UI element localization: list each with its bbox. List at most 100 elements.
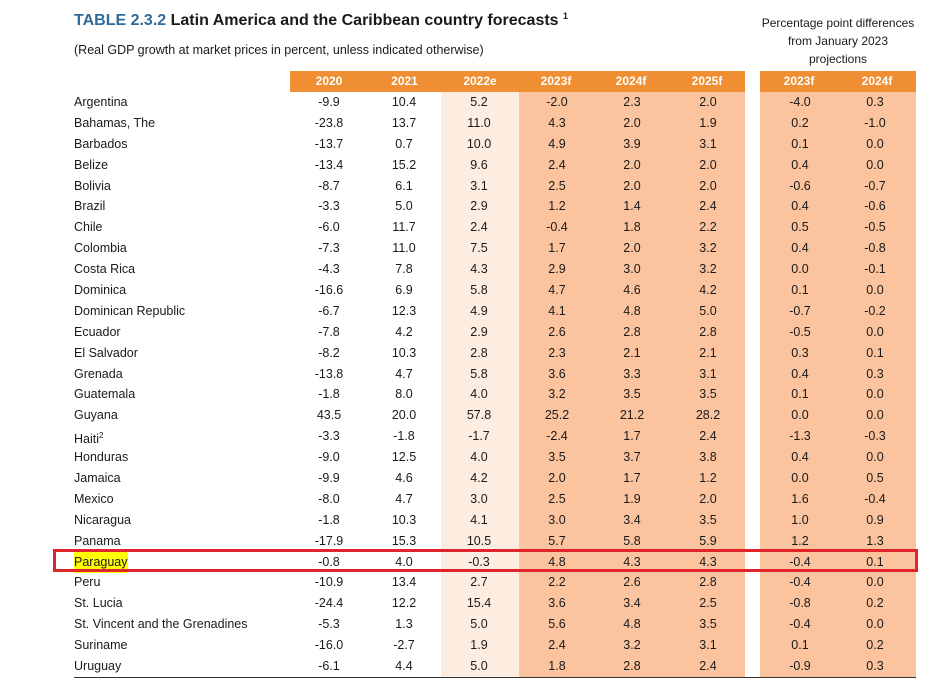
cell-2024f: 1.7 [623,471,641,486]
header-diff-2024f: 2024f [861,74,893,88]
cell-2021: 12.5 [391,450,417,465]
cell-diff-2023f: 0.1 [791,638,809,653]
cell-2020: -8.2 [318,345,340,360]
cell-2025f: 5.9 [699,533,717,548]
cell-diff-2024f: -0.5 [864,220,886,235]
cell-2023f: 2.4 [548,638,566,653]
country-name: Dominican Republic [74,301,185,322]
header-main: 2020 2021 2022e 2023f 2024f 2025f [290,71,745,92]
table-row: Mexico -8.0 4.7 3.0 2.5 1.9 2.0 1.6 -0.4 [74,489,916,510]
cell-2023f: 3.6 [548,596,566,611]
cell-diff-2024f: -0.3 [864,429,886,444]
table-row: Dominica -16.6 6.9 5.8 4.7 4.6 4.2 0.1 0.0 [74,280,916,301]
cell-2024f: 2.8 [623,324,641,339]
country-name: Grenada [74,364,123,385]
cell-diff-2024f: 0.3 [866,366,884,381]
cell-2023f: 4.3 [548,115,566,130]
cell-2023f: 3.0 [548,512,566,527]
cell-2021: 4.7 [395,491,413,506]
cell-2021: 13.7 [391,115,417,130]
country-label: El Salvador [74,345,138,360]
cell-2024f: 2.1 [623,345,641,360]
cell-2021: 7.8 [395,262,413,277]
country-label: Barbados [74,136,128,151]
cell-2025f: 3.5 [699,387,717,402]
country-name: Brazil [74,196,105,217]
cell-2025f: 2.2 [699,220,717,235]
cell-2020: -13.7 [314,136,344,151]
cell-2020: -9.9 [318,471,340,486]
cell-diff-2023f: 1.6 [791,491,809,506]
cell-2023f: 2.3 [548,345,566,360]
cell-2025f: 2.5 [699,596,717,611]
cell-2025f: 3.2 [699,262,717,277]
country-name: Uruguay [74,656,121,677]
cell-2021: -2.7 [393,638,415,653]
cell-2021: 5.0 [395,199,413,214]
cell-diff-2023f: 0.1 [791,283,809,298]
table-row: St. Vincent and the Grenadines -5.3 1.3 5.0… [74,614,916,635]
table-title-text: Latin America and the Caribbean country … [170,12,559,29]
table-row: Chile -6.0 11.7 2.4 -0.4 1.8 2.2 0.5 -0.5 [74,217,916,238]
cell-2020: -13.4 [314,157,344,172]
table-row: Brazil -3.3 5.0 2.9 1.2 1.4 2.4 0.4 -0.6 [74,196,916,217]
cell-diff-2023f: -1.3 [789,429,811,444]
cell-diff-2023f: -0.4 [789,617,811,632]
cell-2023f: 4.1 [548,303,566,318]
cell-2023f: 2.5 [548,178,566,193]
cell-2020: -6.1 [318,659,340,674]
country-label: Belize [74,157,109,172]
country-label: Mexico [74,491,114,506]
country-label: Ecuador [74,324,121,339]
cell-diff-2023f: -0.7 [789,303,811,318]
country-name: Belize [74,155,108,176]
cell-diff-2023f: 0.0 [791,471,809,486]
cell-diff-2024f: 0.0 [866,450,884,465]
cell-2020: -17.9 [314,533,344,548]
cell-2025f: 2.1 [699,345,717,360]
cell-2020: -16.0 [314,638,344,653]
table-row: Costa Rica -4.3 7.8 4.3 2.9 3.0 3.2 0.0 -0.1 [74,259,916,280]
cell-2021: 11.0 [392,241,416,256]
header-2025f: 2025f [691,74,723,88]
cell-2021: 15.3 [391,533,417,548]
cell-2025f: 28.2 [695,408,721,423]
cell-diff-2024f: 0.0 [866,157,884,172]
cell-2024f: 2.0 [623,115,641,130]
cell-2025f: 2.0 [699,157,717,172]
cell-diff-2023f: 0.5 [791,220,809,235]
header-diff: 2023f 2024f [760,71,916,92]
country-label: Jamaica [74,471,121,486]
country-label: Grenada [74,366,123,381]
table-number: TABLE 2.3.2 [74,12,167,29]
cell-2024f: 1.4 [623,199,641,214]
cell-2022e: 3.1 [470,178,488,193]
cell-2023f: -0.4 [546,220,568,235]
cell-2022e: 10.5 [466,533,492,548]
cell-diff-2024f: 0.3 [866,95,884,109]
cell-2021: 4.4 [395,659,413,674]
table-row: Nicaragua -1.8 10.3 4.1 3.0 3.4 3.5 1.0 0.9 [74,510,916,531]
table-row: Peru -10.9 13.4 2.7 2.2 2.6 2.8 -0.4 0.0 [74,572,916,593]
cell-diff-2024f: 0.0 [866,324,884,339]
country-label: Honduras [74,450,129,465]
table-row: Guatemala -1.8 8.0 4.0 3.2 3.5 3.5 0.1 0.0 [74,384,916,405]
country-label: Nicaragua [74,512,131,527]
cell-2023f: 1.7 [548,241,566,256]
cell-2024f: 3.4 [623,512,641,527]
country-name: Argentina [74,92,128,113]
cell-2021: 10.3 [391,345,417,360]
cell-2024f: 3.9 [623,136,641,151]
cell-2022e: 10.0 [466,136,492,151]
cell-2021: 0.7 [395,136,413,151]
country-label: Dominica [74,283,127,298]
cell-2020: -24.4 [314,596,344,611]
cell-2025f: 3.8 [699,450,717,465]
cell-2022e: 4.3 [470,262,488,277]
cell-diff-2023f: 0.3 [791,345,809,360]
cell-2025f: 3.1 [699,638,717,653]
cell-2020: -3.3 [318,199,340,214]
cell-2021: 6.9 [395,283,413,298]
cell-2025f: 4.3 [699,554,717,569]
cell-diff-2023f: -0.8 [789,596,811,611]
